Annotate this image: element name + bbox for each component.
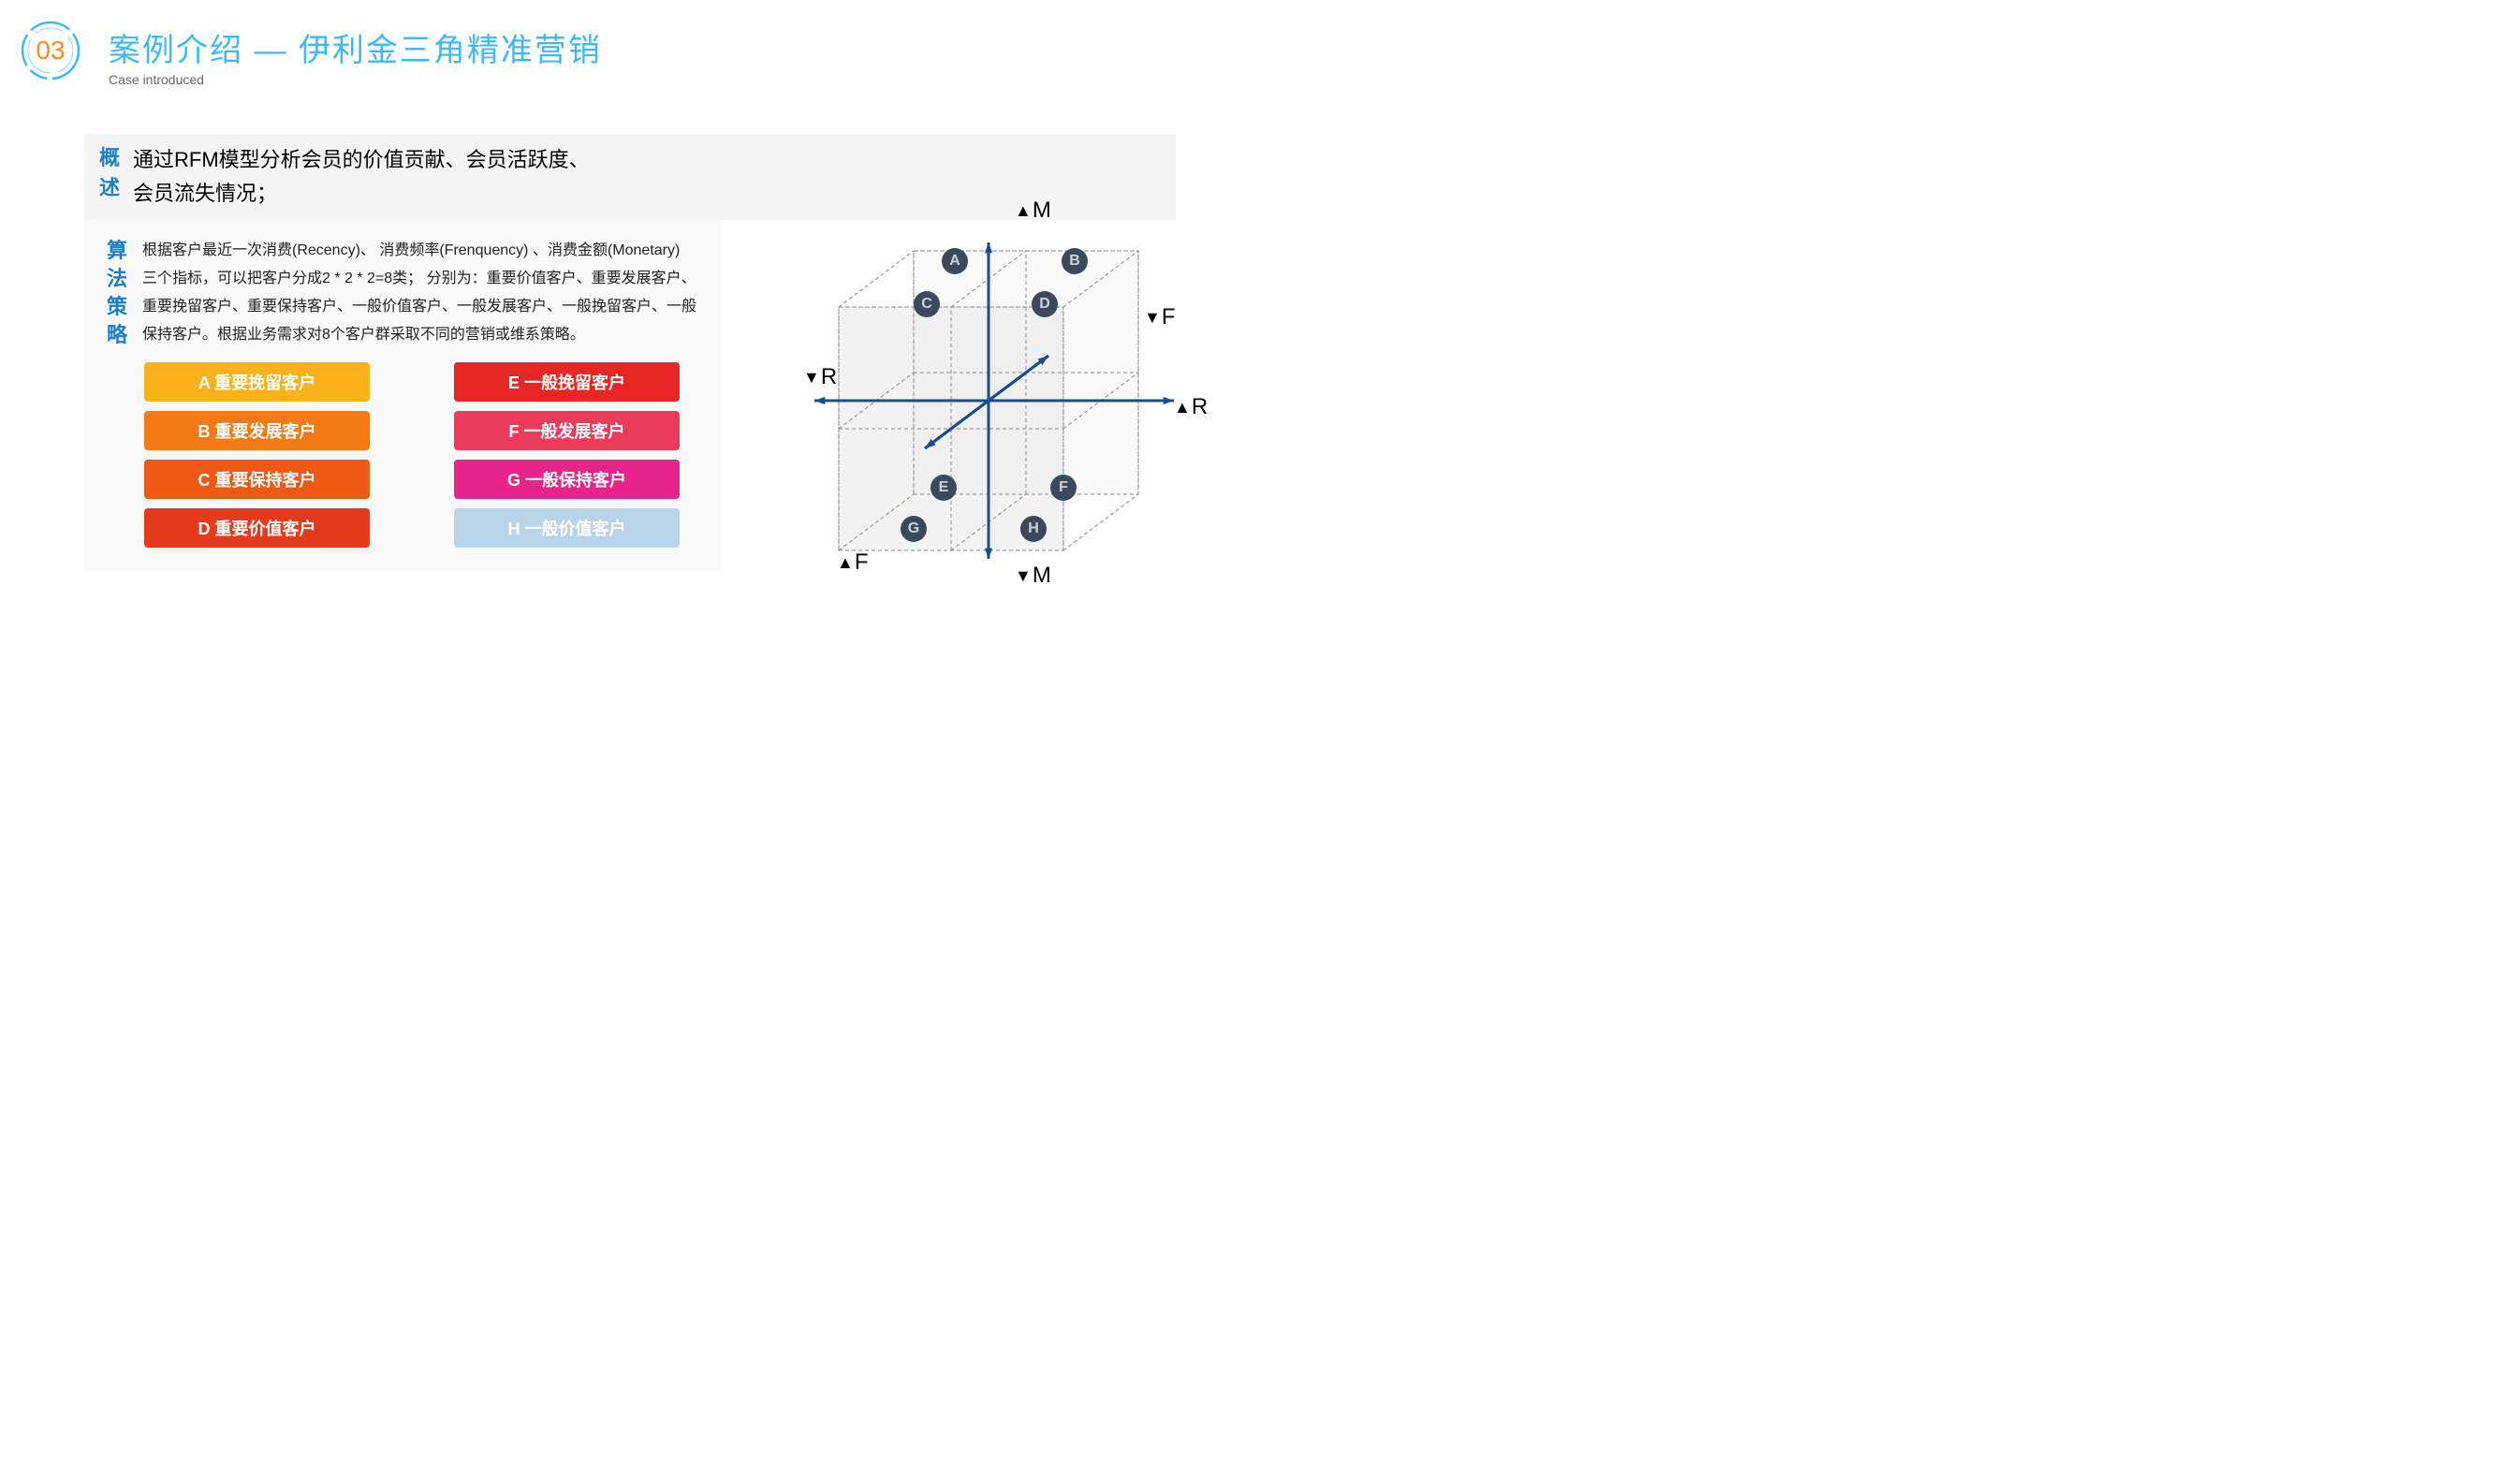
slide-header: 03 案例介绍 — 伊利金三角精准营销 Case introduced [0,0,1260,87]
category-pill: A 重要挽留客户 [144,362,370,402]
axis-label-R_left: ▼R [803,364,837,390]
cube-node-B: B [1062,248,1088,274]
strategy-label: 算法策略 [107,237,133,349]
slide-title: 案例介绍 — 伊利金三角精准营销 [109,24,602,70]
cube-node-C: C [914,291,940,317]
category-pill: B 重要发展客户 [144,411,370,450]
cube-node-A: A [942,248,968,274]
cube-node-H: H [1020,516,1047,542]
title-block: 案例介绍 — 伊利金三角精准营销 Case introduced [109,24,602,87]
category-pill: F 一般发展客户 [454,411,680,450]
cube-node-G: G [901,516,927,542]
category-pill: D 重要价值客户 [144,508,370,548]
slide-subtitle: Case introduced [109,72,602,87]
axis-label-R_right: ▲R [1174,394,1208,420]
content-area: 概述 通过RFM模型分析会员的价值贡献、会员活跃度、 会员流失情况； 提供依 算… [84,134,1176,570]
axis-label-F_left: ▲F [837,549,869,576]
rfm-cube-diagram: ▲M▲R▼F▼R▲F▼M ABCDEFGH [773,190,1204,611]
axis-label-M_up: ▲M [1015,198,1051,224]
cube-svg [773,190,1204,611]
overview-line2: 会员流失情况； [133,177,590,211]
category-pill: H 一般价值客户 [454,508,680,548]
category-pills-grid: A 重要挽留客户 E 一般挽留客户 B 重要发展客户 F 一般发展客户 C 重要保持客户… [107,362,698,548]
section-badge: 03 [19,19,82,82]
category-pill: E 一般挽留客户 [454,362,680,402]
strategy-text: 根据客户最近一次消费(Recency)、 消费频率(Frenquency) 、消… [142,237,698,349]
cube-node-E: E [930,475,957,501]
badge-ring-icon [19,19,82,82]
axis-label-M_down: ▼M [1015,563,1051,589]
category-pill: C 重要保持客户 [144,460,370,499]
axis-label-F_right: ▼F [1144,304,1176,330]
category-pill: G 一般保持客户 [454,460,680,499]
cube-node-F: F [1050,475,1077,501]
overview-text: 通过RFM模型分析会员的价值贡献、会员活跃度、 会员流失情况； [133,143,590,211]
cube-node-D: D [1032,291,1058,317]
overview-line1: 通过RFM模型分析会员的价值贡献、会员活跃度、 [133,143,590,177]
overview-label: 概述 [99,143,125,211]
strategy-section: 算法策略 根据客户最近一次消费(Recency)、 消费频率(Frenquenc… [84,220,721,570]
